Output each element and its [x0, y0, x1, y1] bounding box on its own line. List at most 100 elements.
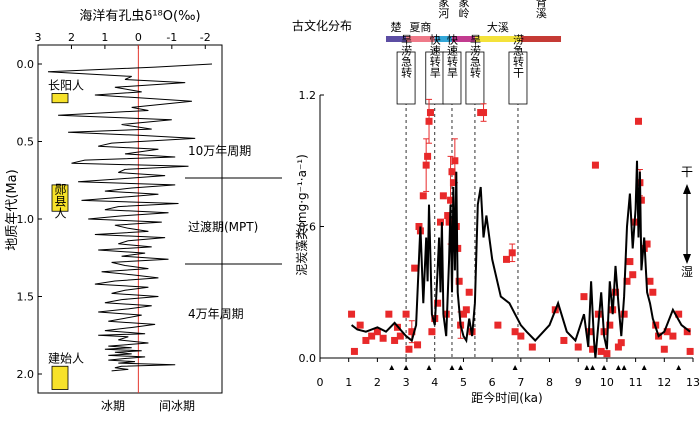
left-x-tick-label: 0	[135, 31, 142, 44]
culture-segment	[451, 36, 475, 42]
hominin-label: 长阳人	[48, 78, 84, 92]
right-y-tick-label: 1.2	[299, 89, 317, 102]
data-point	[379, 334, 387, 342]
data-point	[675, 310, 683, 318]
data-point	[511, 328, 519, 336]
data-point	[448, 168, 456, 176]
culture-bar: 楚夏商石家河 屈家岭大溪 城背溪	[385, 0, 562, 42]
dry-label: 干	[681, 165, 693, 179]
data-point	[408, 328, 416, 336]
data-point	[391, 336, 399, 344]
dating-marker	[615, 365, 621, 370]
data-point	[494, 321, 502, 329]
right-xlabel: 距今时间(ka)	[471, 390, 542, 405]
left-panel-title: 海洋有孔虫δ¹⁸O(‰)	[79, 9, 200, 24]
data-point	[508, 249, 516, 257]
hominin-box	[51, 93, 69, 104]
delta18o-line	[47, 63, 213, 372]
data-point	[597, 347, 605, 355]
data-point	[411, 264, 419, 272]
data-point	[503, 255, 510, 263]
event-box	[508, 51, 528, 105]
data-point	[626, 258, 634, 266]
right-x-tick-label: 9	[575, 376, 582, 389]
data-point	[589, 345, 597, 353]
event-box	[396, 51, 416, 105]
dating-marker	[676, 365, 682, 370]
data-point	[405, 345, 413, 353]
data-point	[574, 343, 582, 351]
dating-marker	[449, 365, 455, 370]
data-point	[637, 196, 645, 204]
data-point	[356, 321, 364, 329]
data-point	[591, 161, 599, 169]
data-point	[649, 288, 657, 296]
right-x-tick-label: 13	[686, 376, 700, 389]
dating-marker	[403, 365, 409, 370]
dating-marker	[621, 365, 627, 370]
right-x-tick-label: 11	[629, 376, 643, 389]
dating-marker	[426, 365, 432, 370]
data-point	[683, 328, 691, 336]
data-point	[660, 345, 668, 353]
dating-marker	[641, 365, 647, 370]
data-point	[629, 271, 637, 279]
culture-label: 城背溪	[534, 0, 547, 19]
data-point	[634, 117, 642, 125]
right-x-tick-label: 12	[657, 376, 671, 389]
data-point	[528, 343, 536, 351]
right-axes: 0.00.61.20 1 2 3 4 5 6 7 8 9 10 11 12 13	[299, 89, 700, 389]
data-point	[415, 223, 423, 230]
interglacial-label: 间冰期	[159, 399, 195, 413]
data-point	[439, 192, 447, 200]
right-x-tick-label: 3	[403, 376, 410, 389]
data-point	[422, 161, 430, 169]
culture-label: 楚	[391, 20, 402, 34]
data-point	[560, 336, 568, 344]
dating-marker	[590, 365, 596, 370]
culture-segment	[474, 36, 521, 42]
right-x-tick-label: 0	[317, 376, 324, 389]
data-point	[646, 277, 654, 285]
data-point	[437, 218, 445, 226]
event-label: 旱涝急转	[468, 34, 481, 79]
data-point	[425, 117, 433, 125]
dating-marker	[601, 365, 607, 370]
dating-marker	[389, 365, 395, 370]
right-ylabel: 泥炭藻类(mg·g⁻¹·a⁻¹)	[295, 154, 309, 276]
right-y-tick-label: 0.6	[299, 221, 317, 234]
culture-label: 大溪	[487, 20, 509, 34]
glacial-label: 冰期	[101, 399, 125, 413]
right-x-tick-label: 8	[546, 376, 553, 389]
data-point	[424, 152, 432, 160]
event-box	[442, 51, 462, 105]
left-x-tick-label: 2	[68, 31, 75, 44]
culture-label: 石家河	[437, 0, 450, 19]
data-point	[623, 277, 631, 285]
data-point	[669, 332, 677, 340]
hominin-box	[51, 184, 69, 212]
data-point	[606, 321, 614, 329]
right-x-tick-label: 4	[431, 376, 438, 389]
period-mpt-label: 过渡期(MPT)	[188, 219, 258, 234]
culture-label: 屈家岭	[457, 0, 470, 19]
left-y-tick-label: 1.5	[17, 291, 35, 304]
culture-segment	[434, 36, 452, 42]
left-panel: 海洋有孔虫δ¹⁸O(‰) 3 2 1 0 -1 -2 0.0 0.5 1.0 1.5 2.0 地质年…	[5, 9, 282, 413]
left-x-tick-label: 1	[101, 31, 108, 44]
data-point	[444, 212, 452, 220]
data-point	[455, 277, 463, 285]
right-panel: 古文化分布 楚夏商石家河 屈家岭大溪城背溪 旱涝急转 快速转旱 快速转旱 旱涝急转 涝急转…	[292, 0, 700, 405]
data-point	[480, 109, 488, 117]
left-y-tick-label: 1.0	[17, 213, 35, 226]
data-point	[459, 310, 467, 318]
event-label: 旱涝急转	[400, 34, 413, 79]
data-point	[686, 347, 694, 355]
data-point	[368, 332, 376, 340]
dating-marker	[584, 365, 590, 370]
data-point	[462, 306, 470, 314]
left-y-tick-label: 0.0	[17, 58, 35, 71]
dating-marker	[458, 365, 464, 370]
